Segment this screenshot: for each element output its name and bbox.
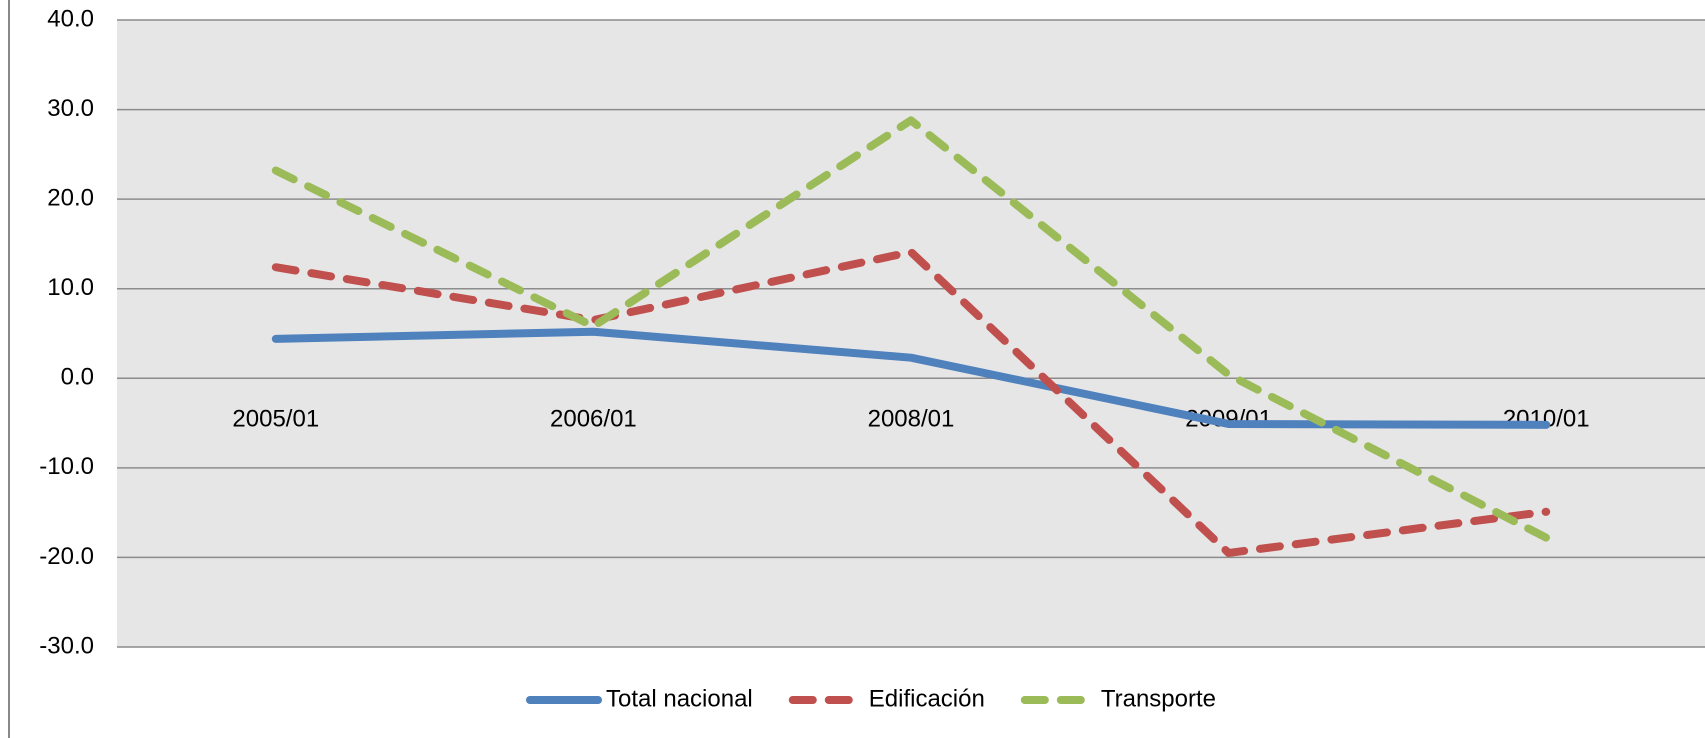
y-tick-label: 40.0 <box>47 5 94 32</box>
y-tick-label: 0.0 <box>61 364 94 391</box>
legend-label: Transporte <box>1101 685 1216 712</box>
y-tick-label: 20.0 <box>47 184 94 211</box>
x-tick-label: 2005/01 <box>232 406 319 433</box>
y-tick-label: 30.0 <box>47 95 94 122</box>
y-tick-label: 10.0 <box>47 274 94 301</box>
series-line <box>271 327 1551 429</box>
x-tick-label: 2008/01 <box>868 406 955 433</box>
legend-label: Edificación <box>869 685 985 712</box>
series-line <box>271 116 1551 542</box>
series-line <box>271 247 1551 557</box>
y-tick-label: -10.0 <box>39 453 94 480</box>
y-tick-label: -20.0 <box>39 543 94 570</box>
x-tick-label: 2006/01 <box>550 406 637 433</box>
legend-label: Total nacional <box>606 685 753 712</box>
y-tick-label: -30.0 <box>39 632 94 659</box>
